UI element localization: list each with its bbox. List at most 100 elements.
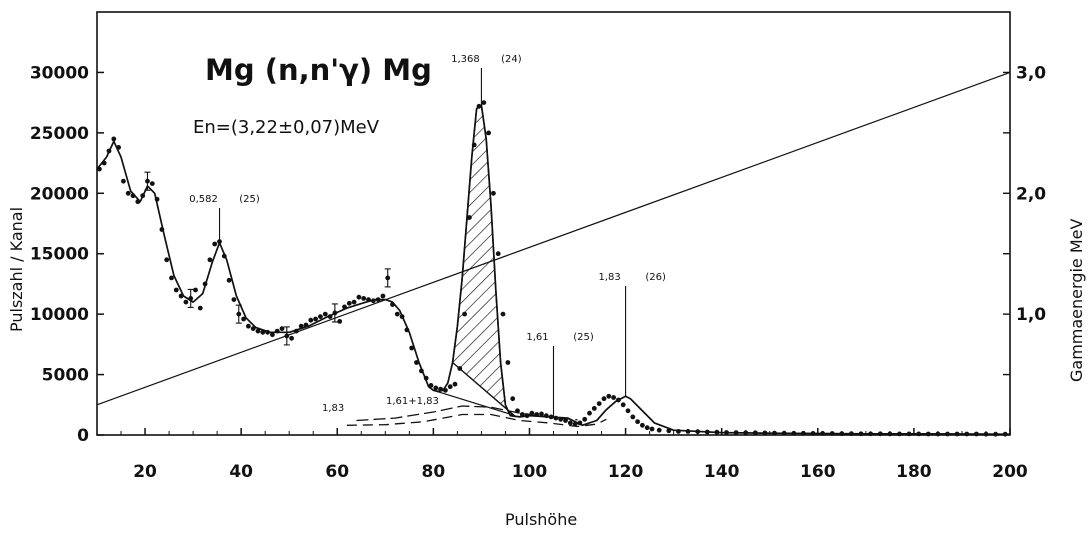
data-point <box>954 431 960 437</box>
data-point <box>481 100 487 105</box>
data-point <box>356 294 362 300</box>
data-point <box>676 429 681 434</box>
data-point <box>935 431 941 437</box>
data-point <box>313 316 318 322</box>
data-point <box>428 383 434 388</box>
data-point <box>752 430 758 436</box>
peak-energy-label: 1,368 <box>451 54 480 65</box>
data-point <box>279 326 285 331</box>
data-point <box>140 193 146 199</box>
data-point <box>695 429 701 434</box>
data-point <box>380 293 386 299</box>
data-point <box>591 406 597 411</box>
data-point <box>351 299 357 305</box>
data-point <box>820 431 825 436</box>
data-point <box>423 375 429 381</box>
data-point <box>447 384 453 390</box>
data-point <box>409 345 415 351</box>
data-point <box>467 215 472 220</box>
data-point <box>491 190 496 196</box>
data-point <box>289 335 294 341</box>
data-point <box>193 287 198 293</box>
data-point <box>322 311 328 317</box>
data-point <box>390 302 395 307</box>
data-point <box>791 430 797 436</box>
data-point <box>839 431 845 437</box>
data-point <box>178 293 184 299</box>
calibration-line <box>96 71 1011 406</box>
data-point <box>169 275 174 281</box>
x-tick-label: 180 <box>896 462 932 482</box>
data-point <box>529 410 535 416</box>
data-point <box>241 316 247 322</box>
y-axis-title: Pulszahl / Kanal <box>7 207 26 332</box>
y2-tick-label: 3,0 <box>1016 63 1046 83</box>
data-point <box>630 414 636 420</box>
error-bars <box>144 171 391 346</box>
data-point <box>539 411 544 417</box>
data-point <box>563 418 568 423</box>
data-point <box>154 196 160 202</box>
data-point <box>183 299 189 305</box>
peak-energy-label: 0,582 <box>189 194 218 205</box>
data-point <box>887 431 893 437</box>
data-point <box>125 190 131 196</box>
data-point <box>270 332 275 338</box>
data-point <box>743 430 749 436</box>
chart-subtitle: En=(3,22±0,07)MeV <box>193 117 380 138</box>
y-tick-label: 10000 <box>30 305 89 325</box>
data-point <box>130 193 136 199</box>
data-point <box>625 408 631 414</box>
data-point <box>375 297 381 302</box>
data-point <box>572 421 578 427</box>
peak-energy-label: 1,83 <box>598 272 620 283</box>
data-point <box>164 257 170 263</box>
data-point <box>829 431 835 436</box>
data-point <box>221 253 227 259</box>
data-point <box>370 298 376 304</box>
y2-tick-label: 2,0 <box>1016 184 1046 204</box>
data-point <box>226 277 232 283</box>
data-point <box>361 296 367 301</box>
data-point <box>111 136 117 142</box>
y2-axis-title: Gammaenergie MeV <box>1067 219 1086 382</box>
data-point <box>704 429 710 435</box>
peak-index-label: (25) <box>239 194 260 205</box>
data-point <box>452 381 458 387</box>
peak-index-label: (25) <box>573 332 594 343</box>
data-point <box>1002 431 1008 437</box>
peak-markers: 0,582 (25) 1,368 (24) 1,61 (25) 1,83 (26) <box>189 54 666 418</box>
data-point <box>714 429 720 435</box>
data-point <box>548 414 554 420</box>
data-point <box>649 426 655 432</box>
data-point <box>801 430 806 436</box>
data-point <box>945 431 950 437</box>
shaded-peak-polygon <box>451 103 518 418</box>
data-point <box>173 287 179 293</box>
peak-energy-label: 1,61 <box>526 332 548 343</box>
data-point <box>294 328 299 334</box>
x-tick-label: 20 <box>133 462 157 482</box>
data-point <box>438 386 443 392</box>
annotation-161-183: 1,61+1,83 <box>386 396 439 407</box>
dashed-curve-161-183 <box>356 405 578 422</box>
data-point <box>993 431 998 437</box>
y-tick-label: 0 <box>77 426 89 446</box>
data-point <box>443 387 448 393</box>
data-point <box>906 431 912 437</box>
data-point <box>587 410 592 416</box>
data-point <box>495 251 501 257</box>
data-point <box>983 431 989 437</box>
data-point <box>265 329 270 335</box>
peak-index-label: (26) <box>645 272 666 283</box>
y2-tick-label: 1,0 <box>1016 305 1046 325</box>
data-point <box>231 297 237 302</box>
data-point <box>342 304 347 310</box>
x-tick-label: 200 <box>992 462 1028 482</box>
data-point <box>116 145 121 150</box>
data-point <box>101 160 107 166</box>
data-point <box>724 430 729 435</box>
data-point <box>640 422 645 428</box>
data-point <box>656 427 662 433</box>
data-point <box>553 415 559 421</box>
